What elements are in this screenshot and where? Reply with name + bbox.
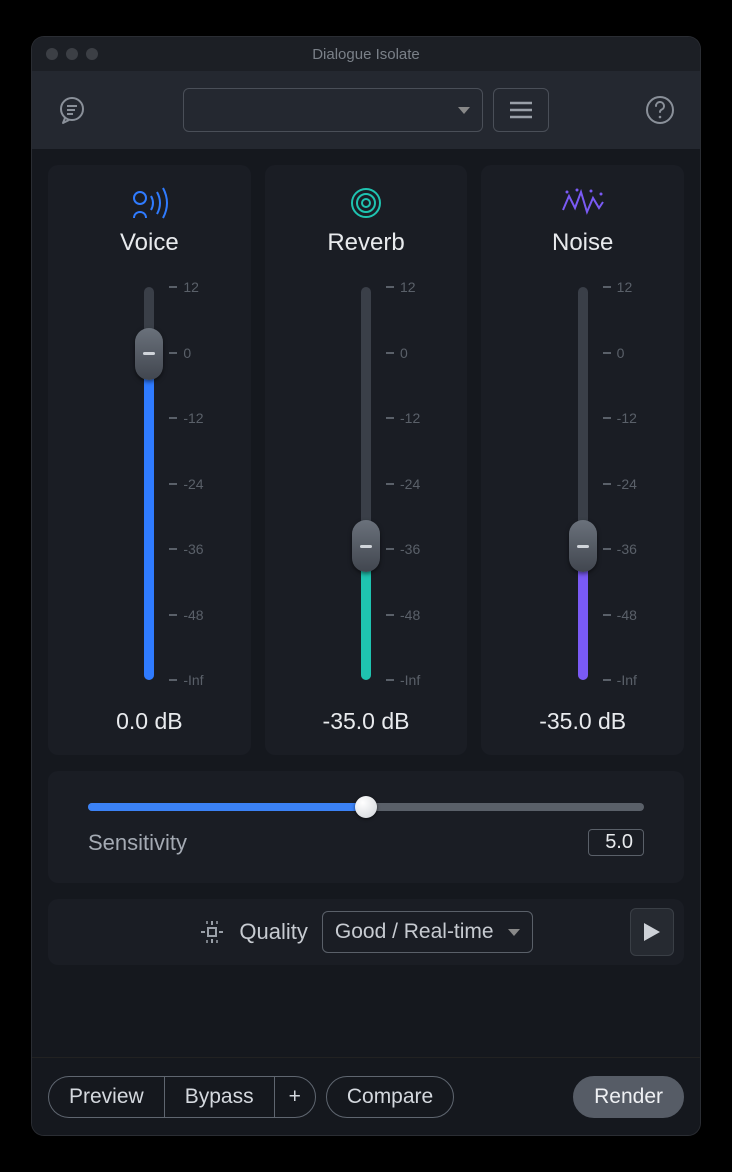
noise-slider[interactable]: 12 0 -12 -24 -36 -48 -Inf	[481, 287, 684, 680]
titlebar: Dialogue Isolate	[32, 37, 700, 71]
preset-nav-button[interactable]	[493, 88, 549, 132]
panel-reverb: Reverb 12 0 -12 -24 -36 -48	[265, 165, 468, 755]
preview-button[interactable]: Preview	[48, 1076, 164, 1118]
voice-icon	[127, 183, 171, 223]
panel-title: Reverb	[327, 229, 404, 257]
help-icon[interactable]	[640, 90, 680, 130]
reverb-thumb[interactable]	[352, 520, 380, 572]
reverb-value: -35.0 dB	[323, 708, 410, 735]
sensitivity-slider[interactable]	[88, 797, 644, 817]
sensitivity-label: Sensitivity	[88, 830, 187, 856]
quality-value: Good / Real-time	[335, 920, 494, 944]
footer: Preview Bypass + Compare Render	[32, 1057, 700, 1135]
panel-title: Noise	[552, 229, 613, 257]
panel-title: Voice	[120, 229, 179, 257]
reverb-icon	[347, 183, 385, 223]
quality-icon	[199, 919, 225, 945]
preview-group: Preview Bypass +	[48, 1076, 316, 1118]
voice-thumb[interactable]	[135, 328, 163, 380]
compare-button[interactable]: Compare	[326, 1076, 454, 1118]
sliders-row: Voice 12 0 -12 -24 -36 -48	[48, 165, 684, 755]
window-title: Dialogue Isolate	[32, 46, 700, 63]
panel-noise: Noise 12 0 -12 -24 -36 -48	[481, 165, 684, 755]
sensitivity-value[interactable]: 5.0	[588, 829, 644, 856]
render-button[interactable]: Render	[573, 1076, 684, 1118]
sensitivity-panel: Sensitivity 5.0	[48, 771, 684, 883]
voice-value: 0.0 dB	[116, 708, 183, 735]
voice-slider[interactable]: 12 0 -12 -24 -36 -48 -Inf	[48, 287, 251, 680]
preset-dropdown[interactable]	[183, 88, 483, 132]
quality-panel: Quality Good / Real-time	[48, 899, 684, 965]
reverb-slider[interactable]: 12 0 -12 -24 -36 -48 -Inf	[265, 287, 468, 680]
chevron-down-icon	[458, 107, 470, 114]
app-window: Dialogue Isolate	[32, 37, 700, 1135]
bypass-button[interactable]: Bypass	[164, 1076, 274, 1118]
toolbar	[32, 71, 700, 149]
panel-voice: Voice 12 0 -12 -24 -36 -48	[48, 165, 251, 755]
quality-label: Quality	[239, 919, 307, 945]
chevron-down-icon	[508, 929, 520, 936]
noise-icon	[561, 183, 605, 223]
noise-value: -35.0 dB	[539, 708, 626, 735]
content: Voice 12 0 -12 -24 -36 -48	[32, 149, 700, 1057]
sensitivity-thumb[interactable]	[355, 796, 377, 818]
quality-dropdown[interactable]: Good / Real-time	[322, 911, 533, 953]
chat-icon[interactable]	[52, 90, 92, 130]
plus-button[interactable]: +	[274, 1076, 316, 1118]
noise-thumb[interactable]	[569, 520, 597, 572]
play-button[interactable]	[630, 908, 674, 956]
